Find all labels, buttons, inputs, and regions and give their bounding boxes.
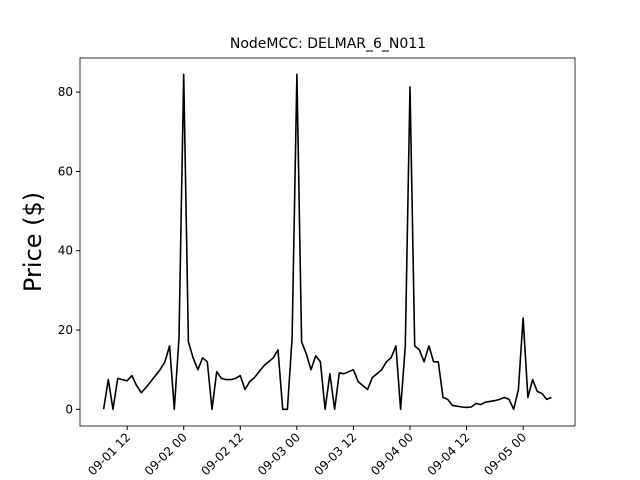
chart-title: NodeMCC: DELMAR_6_N011 [230,36,426,52]
y-tick-label: 60 [58,164,73,178]
y-tick-label: 0 [65,402,73,416]
price-line [102,73,552,411]
y-axis-label: Price ($) [19,192,47,292]
y-tick-label: 40 [58,244,73,258]
y-tick-label: 80 [58,85,73,99]
plot-frame [79,57,576,427]
y-tick-label: 20 [58,323,73,337]
